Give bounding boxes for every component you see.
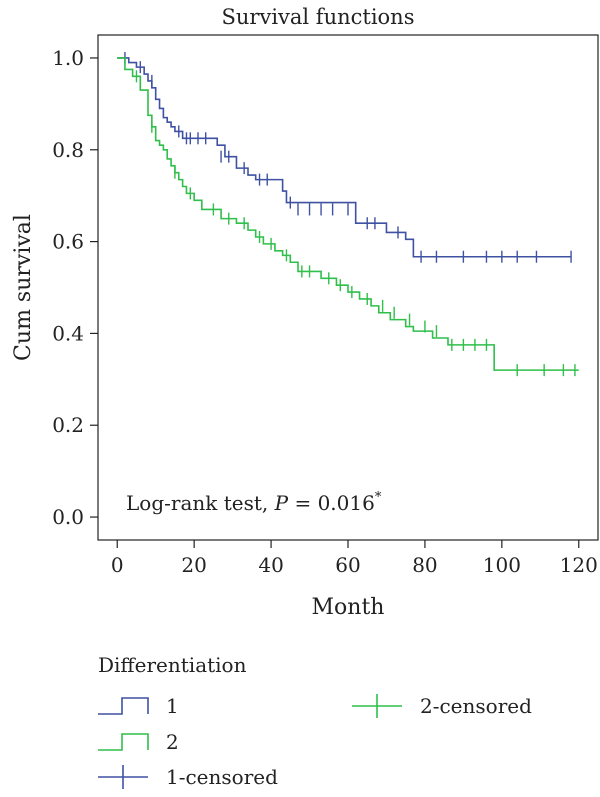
legend-title: Differentiation	[98, 653, 247, 677]
x-tick-label: 80	[412, 553, 437, 577]
y-tick-label: 0.8	[52, 138, 84, 162]
legend-label-2-censored: 2-censored	[420, 694, 532, 718]
y-tick-label: 0.4	[52, 321, 84, 345]
legend-label-1: 1	[166, 694, 179, 718]
legend-label-1-censored: 1-censored	[166, 765, 278, 789]
series-1-line	[117, 57, 572, 258]
x-tick-label: 0	[111, 553, 124, 577]
x-tick-label: 40	[258, 553, 283, 577]
chart-title: Survival functions	[222, 5, 415, 29]
x-tick-label: 120	[560, 553, 598, 577]
legend-label-2: 2	[166, 730, 179, 754]
series-2-line	[117, 57, 579, 371]
legend-swatch-1	[98, 697, 149, 715]
x-axis-label: Month	[312, 595, 385, 620]
y-axis-label: Cum survival	[11, 214, 36, 361]
y-tick-label: 1.0	[52, 46, 84, 70]
logrank-annotation: Log-rank test, P = 0.016*	[126, 490, 382, 515]
x-tick-label: 20	[181, 553, 206, 577]
x-tick-label: 100	[483, 553, 521, 577]
y-tick-label: 0.0	[52, 505, 84, 529]
legend-swatch-2	[98, 733, 149, 751]
x-tick-label: 60	[335, 553, 360, 577]
y-tick-label: 0.2	[52, 413, 84, 437]
y-tick-label: 0.6	[52, 230, 84, 254]
